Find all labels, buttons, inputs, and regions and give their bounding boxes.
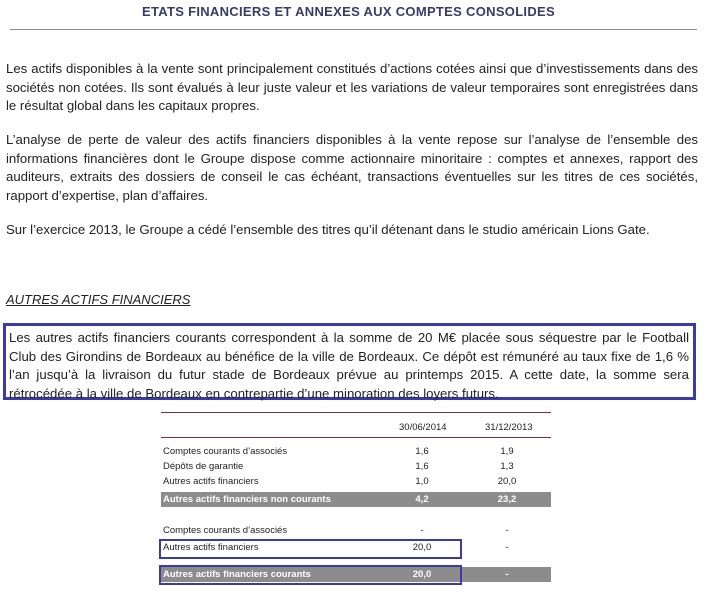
column-header-2014: 30/06/2014 (399, 422, 447, 433)
table-row: Autres actifs financiers 1,0 20,0 (161, 474, 551, 489)
table-top-rule (161, 412, 551, 413)
highlight-box-autres-actifs (159, 539, 462, 559)
row-value-2014: - (420, 525, 424, 536)
row-label: Autres actifs financiers (163, 476, 259, 487)
row-value-2013: 1,3 (500, 461, 514, 472)
table-row: Comptes courants d’associés - - (161, 523, 551, 538)
row-value-2013: - (505, 542, 509, 553)
row-label: Comptes courants d’associés (163, 525, 288, 536)
row-label: Autres actifs financiers courants (163, 569, 311, 580)
column-header-2013: 31/12/2013 (485, 422, 533, 433)
row-value-2013: - (505, 569, 509, 580)
table-row: Comptes courants d’associés 1,6 1,9 (161, 444, 551, 459)
row-label: Comptes courants d’associés (163, 446, 288, 457)
row-value-2013: 23,2 (497, 494, 517, 505)
row-label: Autres actifs financiers non courants (163, 494, 331, 505)
row-value-2014: 1,6 (415, 446, 429, 457)
row-value-2014: 1,0 (415, 476, 429, 487)
row-value-2014: 1,6 (415, 461, 429, 472)
paragraph-exercice-2013: Sur l’exercice 2013, le Groupe a cédé l’… (6, 222, 650, 237)
row-value-2014: 20,0 (412, 569, 432, 580)
header-divider (10, 29, 697, 30)
row-label: Autres actifs financiers (163, 542, 259, 553)
row-label: Dépôts de garantie (163, 461, 244, 472)
row-value-2014: 20,0 (412, 542, 432, 553)
page-header: ETATS FINANCIERS ET ANNEXES AUX COMPTES … (142, 4, 555, 19)
highlight-box-actifs-courants (159, 565, 462, 585)
paragraph-perte-de-valeur: L’analyse de perte de valeur des actifs … (6, 132, 698, 203)
table-total-row: Autres actifs financiers courants 20,0 - (161, 567, 551, 582)
paragraph-actifs-disponibles: Les actifs disponibles à la vente sont p… (6, 61, 698, 113)
row-value-2013: 20,0 (497, 476, 517, 487)
table-row: Dépôts de garantie 1,6 1,3 (161, 459, 551, 474)
row-value-2013: - (505, 525, 509, 536)
table-row: Autres actifs financiers 20,0 - (161, 540, 551, 555)
table-header-rule (161, 437, 551, 438)
highlighted-paragraph: Les autres actifs financiers courants co… (3, 323, 696, 401)
table-total-row: Autres actifs financiers non courants 4,… (161, 492, 551, 507)
row-value-2014: 4,2 (415, 494, 429, 505)
section-title: AUTRES ACTIFS FINANCIERS (6, 292, 191, 307)
row-value-2013: 1,9 (500, 446, 514, 457)
